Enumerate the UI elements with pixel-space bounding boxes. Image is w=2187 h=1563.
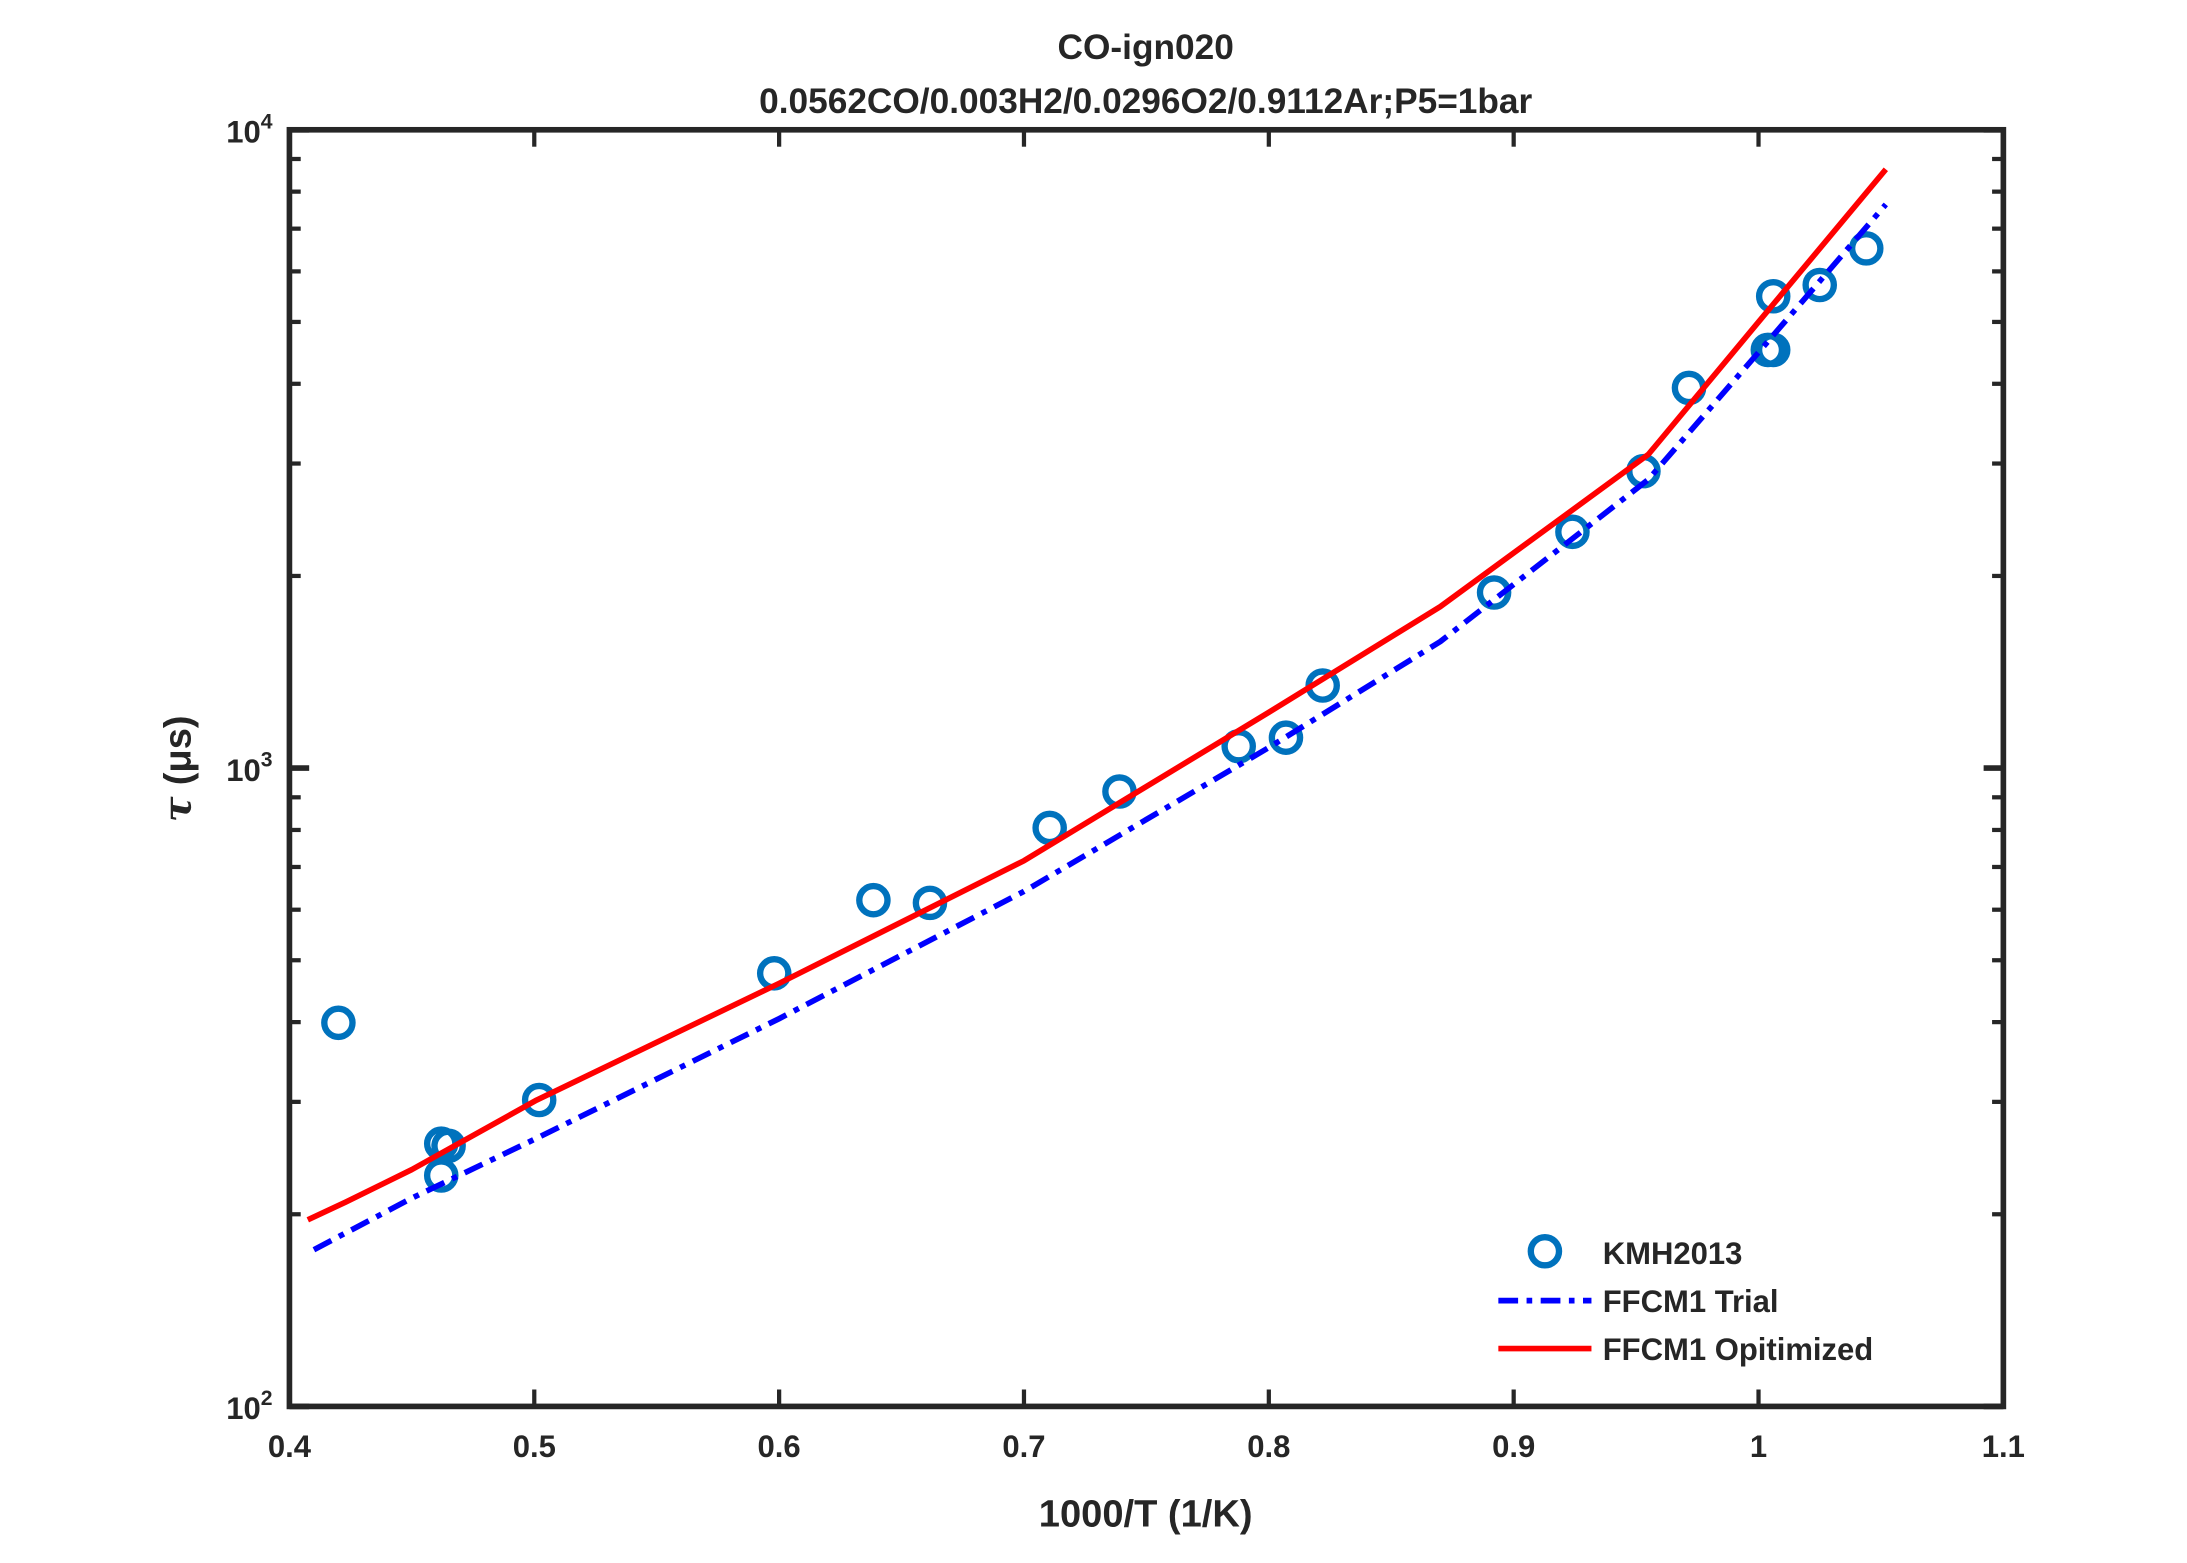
y-tick-label: 102 [226, 1387, 272, 1426]
data-point-kmh2013 [856, 882, 891, 918]
y-tick-exponent: 4 [261, 110, 273, 133]
legend-marker-kmh2013 [1527, 1233, 1563, 1269]
y-axis-label: τ (μs) [155, 715, 200, 822]
y-axis-symbol: τ [155, 796, 200, 822]
series-line-ffcm1-trial [312, 202, 1888, 1253]
y-tick-exponent: 3 [261, 749, 273, 772]
data-point-kmh2013 [1802, 267, 1838, 303]
data-point-kmh2013 [1268, 720, 1304, 755]
data-point-kmh2013 [321, 1005, 356, 1041]
legend-label-kmh2013: KMH2013 [1603, 1236, 1743, 1271]
series-line-ffcm1-optimized [306, 167, 1889, 1223]
x-tick-label: 0.7 [1002, 1429, 1045, 1464]
x-tick-label: 1.1 [1982, 1429, 2025, 1464]
x-tick-label: 0.4 [268, 1429, 312, 1464]
x-axis-label: 1000/T (1/K) [1039, 1493, 1253, 1535]
legend-label-ffcm1-trial: FFCM1 Trial [1603, 1284, 1779, 1319]
x-tick-label: 0.5 [513, 1429, 556, 1464]
legend: KMH2013 FFCM1 Trial FFCM1 Opitimized [1498, 1233, 1874, 1367]
data-point-kmh2013 [1755, 332, 1791, 368]
y-tick-base: 10 [226, 114, 261, 149]
data-point-kmh2013 [1476, 575, 1512, 610]
plot-area [306, 167, 1889, 1253]
data-point-kmh2013 [1755, 278, 1791, 314]
y-tick-exponent: 2 [261, 1387, 273, 1410]
chart-subtitle: 0.0562CO/0.003H2/0.0296O2/0.9112Ar;P5=1b… [759, 82, 1532, 121]
data-point-kmh2013 [1555, 514, 1590, 550]
legend-label-ffcm1-optimized: FFCM1 Opitimized [1603, 1332, 1874, 1367]
x-tick-label: 0.6 [758, 1429, 801, 1464]
axes-box [286, 126, 2007, 1410]
y-tick-label: 103 [226, 749, 272, 788]
data-point-kmh2013 [521, 1082, 557, 1118]
y-tick-base: 10 [226, 1391, 261, 1426]
y-tick-base: 10 [226, 753, 261, 788]
chart-title: CO-ign020 [1058, 28, 1234, 67]
x-tick-label: 1 [1750, 1429, 1767, 1464]
x-tick-label: 0.9 [1492, 1429, 1535, 1464]
x-tick-label: 0.8 [1247, 1429, 1290, 1464]
y-tick-label: 104 [226, 110, 273, 149]
y-axis-unit: (μs) [158, 715, 200, 785]
data-point-kmh2013 [1848, 231, 1884, 266]
